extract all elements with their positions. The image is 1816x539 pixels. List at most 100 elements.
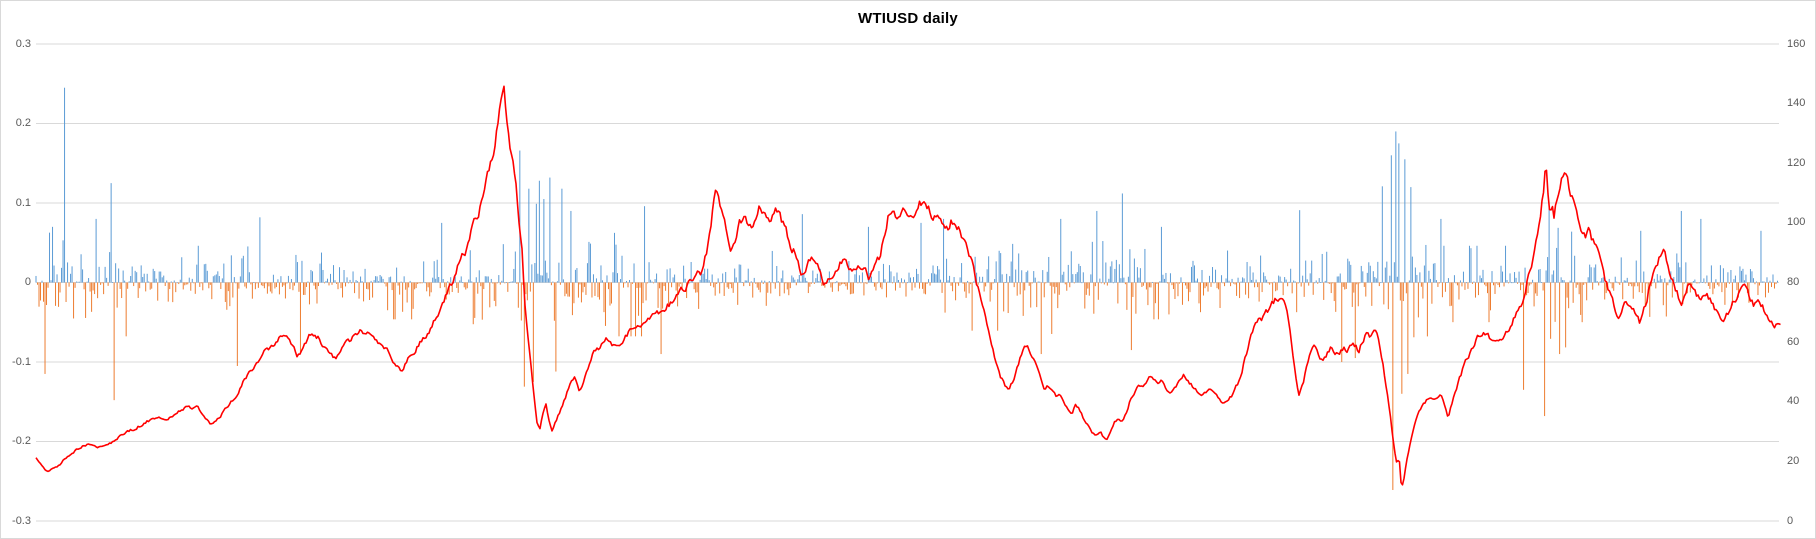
return-bar-down [1327, 282, 1329, 284]
return-bar-up [848, 261, 850, 283]
return-bar-down [91, 282, 93, 312]
return-bar-up [1541, 282, 1543, 283]
return-bar-down [678, 282, 680, 287]
return-bar-down [1632, 282, 1634, 299]
return-bar-up [812, 270, 814, 283]
return-bar-up [1136, 267, 1138, 283]
return-bar-down [139, 282, 141, 289]
return-bar-up [1112, 282, 1114, 284]
return-bar-down [190, 282, 192, 291]
return-bar-down [40, 282, 42, 301]
return-bar-up [1389, 275, 1391, 283]
return-bar-up [928, 279, 930, 283]
return-bar-up [1368, 262, 1370, 283]
return-bar-down [1646, 282, 1648, 284]
return-bar-up [913, 277, 915, 283]
return-bar-down [743, 282, 745, 287]
return-bar-up [1180, 277, 1182, 283]
return-bar-down [187, 282, 189, 285]
return-bar-down [495, 282, 497, 307]
return-bar-down [418, 282, 420, 284]
return-bar-up [1237, 277, 1239, 283]
return-bar-down [885, 282, 887, 298]
return-bar-up [976, 272, 978, 283]
return-bar-up [1677, 262, 1679, 283]
return-bar-up [626, 280, 628, 283]
return-bar-down [657, 282, 659, 308]
return-bar-up [780, 278, 782, 283]
return-bar-up [1350, 264, 1352, 283]
return-bar-up [381, 276, 383, 283]
return-bar-up [1347, 258, 1349, 283]
return-bar-down [1036, 282, 1038, 308]
return-bar-up [1108, 278, 1110, 283]
y-axis-left-tick: 0.3 [15, 38, 31, 50]
return-bar-up [684, 278, 686, 283]
return-bar-up [1396, 276, 1398, 283]
return-bar-down [266, 282, 268, 294]
return-bar-up [1285, 279, 1287, 283]
return-bar-down [866, 282, 868, 285]
return-bar-down [227, 282, 229, 292]
return-bar-down [465, 282, 467, 290]
return-bar-up [612, 272, 614, 283]
return-bar-up [1740, 270, 1742, 283]
return-bar-up [1459, 280, 1461, 283]
return-bar-up [1640, 230, 1642, 283]
return-bar-down [232, 282, 234, 298]
return-bar-up [307, 281, 309, 283]
return-bar-down [1431, 282, 1433, 304]
return-bar-up [708, 280, 710, 283]
return-bar-up [376, 276, 378, 283]
return-bar-up [390, 276, 392, 283]
return-bar-down [647, 282, 649, 284]
return-bar-up [702, 273, 704, 283]
return-bar-up [1129, 249, 1131, 283]
return-bar-up [1120, 278, 1122, 283]
return-bar-up [115, 263, 117, 283]
return-bar-down [1438, 282, 1440, 284]
return-bar-up [1661, 279, 1663, 283]
return-bar-down [316, 282, 318, 304]
return-bar-down [1724, 282, 1726, 305]
return-bar-down [1145, 282, 1147, 290]
return-bar-up [1470, 248, 1472, 283]
return-bar-down [405, 282, 407, 290]
return-bar-up [441, 222, 443, 283]
return-bar-down [263, 282, 265, 289]
return-bar-up [170, 281, 172, 283]
return-bar-down [1094, 282, 1096, 287]
return-bar-down [1296, 282, 1298, 313]
return-bar-down [286, 282, 288, 284]
return-bar-up [570, 210, 572, 283]
return-bar-down [1689, 282, 1691, 293]
return-bar-up [854, 274, 856, 283]
return-bar-down [1069, 282, 1071, 288]
return-bar-down [292, 282, 294, 291]
return-bar-up [644, 206, 646, 283]
return-bar-up [433, 261, 435, 283]
return-bar-down [941, 282, 943, 293]
return-bar-down [1142, 282, 1144, 286]
return-bar-down [839, 282, 841, 286]
return-bar-up [855, 269, 857, 283]
return-bar-up [934, 273, 936, 283]
return-bar-up [1557, 227, 1559, 283]
y-axis-left-tick: -0.1 [12, 356, 31, 368]
return-bar-up [1121, 193, 1123, 283]
return-bar-up [247, 246, 249, 283]
return-bar-up [1251, 279, 1253, 283]
return-bar-down [958, 282, 960, 286]
return-bar-up [818, 281, 820, 283]
return-bar-down [1497, 282, 1499, 286]
return-bar-down [1638, 282, 1640, 293]
return-bar-down [756, 282, 758, 288]
return-bar-up [462, 282, 464, 284]
return-bar-up [1730, 269, 1732, 283]
return-bar-down [789, 282, 791, 289]
return-bar-up [1658, 280, 1660, 283]
return-bar-down [1467, 282, 1469, 289]
return-bar-down [262, 282, 264, 287]
return-bar-down [1054, 282, 1056, 294]
return-bar-up [333, 265, 335, 283]
